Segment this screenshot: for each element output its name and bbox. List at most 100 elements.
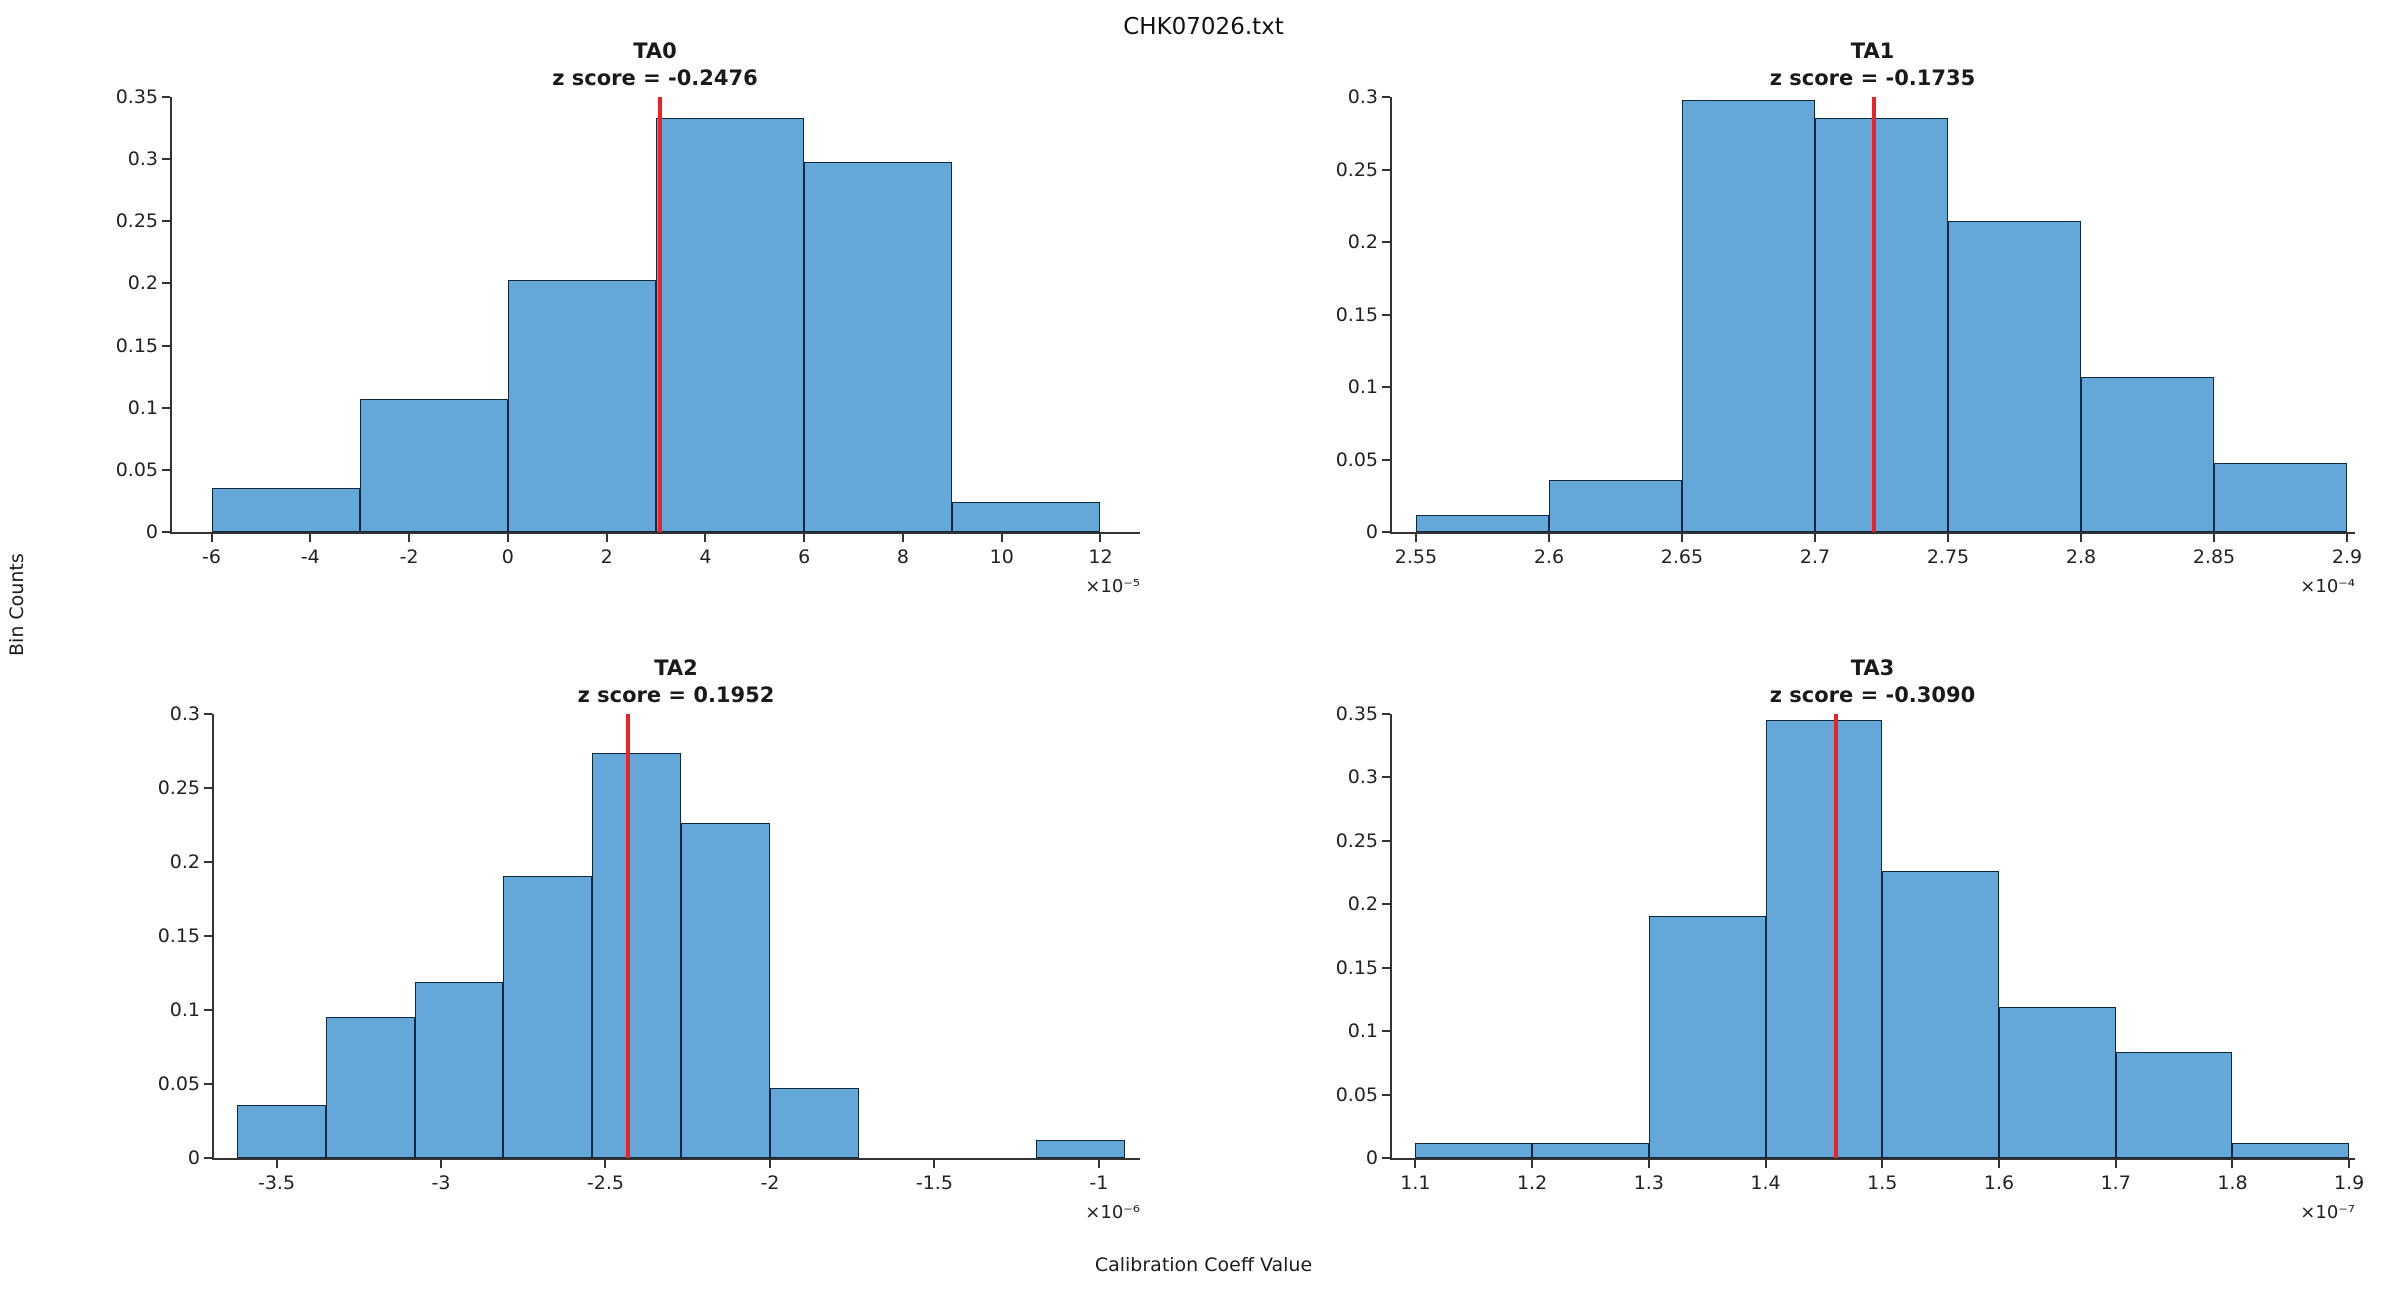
- x-tick-mark: [1097, 1160, 1100, 1168]
- y-tick-mark: [162, 406, 170, 409]
- histogram-bar: [1947, 221, 2081, 532]
- y-tick-label: 0.25: [157, 777, 200, 799]
- histogram-bar: [325, 1017, 415, 1158]
- x-tick-mark: [901, 534, 904, 542]
- x-tick-label: 1.9: [2334, 1172, 2365, 1194]
- x-tick-label: 6: [798, 546, 811, 568]
- x-tick-mark: [2079, 534, 2082, 542]
- y-tick-mark: [204, 861, 212, 863]
- y-tick-mark: [162, 220, 170, 223]
- y-tick-mark: [204, 713, 212, 715]
- y-tick-label: 0.15: [1335, 303, 1378, 326]
- x-tick-mark: [1813, 534, 1816, 542]
- x-axis-exponent-ta0: ×10⁻⁵: [1085, 576, 1140, 597]
- histogram-bar: [211, 487, 360, 532]
- x-tick-mark: [1414, 534, 1417, 542]
- x-tick-label: 0: [501, 546, 514, 568]
- x-tick-label: 2.9: [2331, 546, 2363, 568]
- x-tick-label: -6: [202, 546, 221, 568]
- y-tick-label: 0.35: [1335, 703, 1378, 725]
- histogram-bar: [1765, 720, 1883, 1158]
- y-tick-label: 0.1: [1347, 1020, 1378, 1043]
- x-tick-label: 1.7: [2100, 1172, 2131, 1194]
- x-tick-label: -2: [399, 546, 419, 568]
- figure-title: CHK07026.txt: [1123, 14, 1284, 40]
- x-tick-label: 1.6: [1983, 1172, 2015, 1194]
- x-tick-mark: [704, 534, 707, 542]
- y-tick-label: 0: [1365, 1147, 1378, 1169]
- y-tick-mark: [1382, 168, 1390, 171]
- subplot-ta0: TA0 z score = -0.2476 -6 -4 -2 0 2 4 6 8 10 12 0 0.…: [116, 39, 1140, 597]
- y-tick-label: 0: [187, 1147, 200, 1169]
- x-tick-mark: [1680, 534, 1683, 542]
- subplot-title-ta2: TA2: [654, 656, 698, 680]
- y-tick-label: 0: [145, 521, 158, 543]
- y-tick-label: 0.2: [127, 272, 158, 295]
- subplot-title-ta3: TA3: [1850, 656, 1895, 680]
- histogram-bar: [1415, 514, 1549, 532]
- x-tick-label: 12: [1088, 546, 1113, 568]
- x-tick-label: -4: [300, 546, 320, 568]
- x-tick-label: 10: [989, 546, 1014, 568]
- x-tick-label: 1.2: [1516, 1172, 1548, 1194]
- histogram-bar: [2214, 462, 2347, 532]
- y-tick-label: 0.05: [1335, 1083, 1378, 1106]
- x-tick-mark: [1000, 534, 1003, 542]
- x-tick-mark: [275, 1160, 278, 1168]
- y-tick-mark: [1382, 966, 1390, 969]
- y-tick-mark: [204, 787, 212, 789]
- histogram-bar: [1648, 916, 1766, 1158]
- x-tick-label: -1.5: [915, 1172, 953, 1194]
- y-tick-mark: [1382, 531, 1390, 533]
- y-tick-mark: [1382, 776, 1390, 779]
- y-tick-label: 0.2: [1347, 893, 1378, 916]
- x-tick-label: 2.85: [2192, 546, 2236, 568]
- subplot-zscore-ta3: z score = -0.3090: [1769, 683, 1976, 707]
- x-axis-exponent-ta3: ×10⁻⁷: [2300, 1202, 2355, 1223]
- x-tick-mark: [605, 534, 608, 542]
- y-tick-label: 0.3: [1347, 766, 1378, 789]
- x-tick-label: 1.4: [1750, 1172, 1781, 1194]
- x-tick-mark: [1414, 1160, 1417, 1168]
- y-tick-mark: [162, 468, 170, 471]
- z-score-line: [1834, 714, 1839, 1158]
- y-tick-mark: [162, 344, 170, 347]
- x-tick-label: 8: [896, 546, 909, 568]
- y-tick-mark: [1382, 903, 1390, 906]
- x-tick-mark: [1547, 534, 1550, 542]
- x-tick-label: 1.1: [1400, 1172, 1431, 1194]
- histogram-bar: [1548, 480, 1682, 532]
- histogram-bar: [1036, 1140, 1126, 1158]
- x-tick-label: -2.5: [586, 1172, 624, 1194]
- histogram-bar: [1532, 1142, 1649, 1158]
- x-tick-mark: [933, 1160, 936, 1168]
- y-tick-mark: [1382, 1093, 1390, 1096]
- subplot-ta2: TA2 z score = 0.1952 -3.5 -3 -2.5 -2 -1.5 -1 0…: [158, 656, 1140, 1223]
- y-tick-label: 0: [1365, 521, 1378, 543]
- subplot-ta3: TA3 z score = -0.3090 1.1 1.2 1.3 1.4 1.5 1.6…: [1336, 656, 2365, 1223]
- y-tick-label: 0.35: [115, 86, 158, 108]
- y-tick-label: 0.05: [157, 1073, 200, 1095]
- y-tick-mark: [1382, 386, 1390, 388]
- y-tick-mark: [1382, 839, 1390, 842]
- y-tick-label: 0.3: [169, 703, 200, 725]
- histogram-bar: [503, 876, 593, 1158]
- x-tick-mark: [768, 1160, 771, 1168]
- x-tick-mark: [210, 534, 213, 542]
- y-tick-mark: [162, 531, 170, 533]
- y-tick-label: 0.1: [169, 999, 200, 1021]
- histogram-bar: [656, 117, 805, 532]
- y-tick-label: 0.25: [115, 210, 158, 233]
- histogram-bar: [1882, 871, 1999, 1158]
- y-tick-label: 0.25: [1335, 158, 1378, 181]
- x-tick-mark: [1647, 1160, 1650, 1168]
- y-tick-mark: [162, 282, 170, 285]
- y-tick-mark: [1382, 96, 1390, 98]
- x-tick-label: 2.6: [1533, 546, 1565, 568]
- subplot-title-ta1: TA1: [1850, 39, 1895, 63]
- y-tick-mark: [204, 935, 212, 937]
- x-tick-mark: [2348, 1160, 2351, 1168]
- x-tick-mark: [1997, 1160, 2000, 1168]
- y-tick-mark: [1382, 241, 1390, 243]
